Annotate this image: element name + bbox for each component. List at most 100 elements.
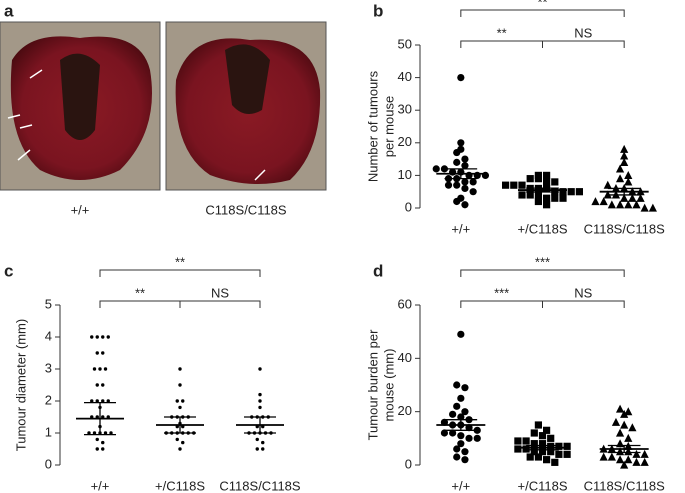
data-point <box>543 426 551 434</box>
data-point <box>453 402 461 410</box>
data-point <box>461 178 469 186</box>
data-point <box>461 384 469 392</box>
data-point <box>453 381 461 389</box>
data-point <box>440 165 449 173</box>
y-axis-label: Number of tumours <box>365 70 380 182</box>
data-point <box>591 197 600 206</box>
data-point <box>547 434 555 442</box>
data-point <box>547 442 555 450</box>
data-point <box>603 190 612 199</box>
data-point <box>530 440 538 448</box>
data-point <box>543 171 551 179</box>
data-point <box>98 367 102 371</box>
data-point <box>543 194 551 202</box>
x-tick-label: +/C118S <box>518 221 568 236</box>
data-point <box>559 194 567 202</box>
significance-bracket <box>460 40 543 48</box>
y-tick-label: 1 <box>45 424 52 439</box>
data-point <box>461 201 469 209</box>
significance-label: NS <box>574 25 592 40</box>
data-point <box>628 193 637 202</box>
data-point <box>615 447 625 456</box>
data-point <box>543 178 551 186</box>
data-point <box>599 197 608 206</box>
data-point <box>461 408 469 416</box>
y-tick-label: 60 <box>398 296 412 311</box>
data-point <box>95 335 99 339</box>
data-point <box>461 184 469 193</box>
data-point <box>575 188 583 196</box>
data-point <box>640 203 649 212</box>
data-point <box>461 448 469 456</box>
data-point <box>255 447 259 451</box>
data-point <box>90 399 94 403</box>
data-point <box>518 191 526 199</box>
x-tick-label: C118S/C118S <box>584 478 666 493</box>
data-point <box>640 449 649 458</box>
data-point <box>255 437 259 442</box>
data-point <box>538 440 547 448</box>
y-axis-label: mouse (mm) <box>381 349 396 422</box>
data-point <box>473 434 481 442</box>
data-point <box>469 178 477 186</box>
data-point <box>457 394 465 402</box>
significance-label: NS <box>574 285 592 300</box>
data-point <box>648 203 657 212</box>
data-point <box>92 367 97 371</box>
significance-bracket <box>179 300 261 308</box>
data-point <box>95 399 99 403</box>
y-tick-label: 4 <box>45 328 52 343</box>
data-point <box>599 452 608 461</box>
data-point <box>92 431 97 435</box>
data-point <box>510 181 518 189</box>
data-point <box>624 177 633 186</box>
significance-label: NS <box>211 285 229 300</box>
data-point <box>607 200 616 209</box>
photo <box>0 21 161 191</box>
data-point <box>109 431 113 435</box>
data-point <box>611 417 621 426</box>
y-tick-label: 0 <box>405 199 412 214</box>
data-point <box>103 367 108 371</box>
data-point <box>526 175 534 183</box>
data-point <box>101 335 105 339</box>
data-point <box>514 437 522 445</box>
data-point <box>632 449 641 458</box>
data-point <box>620 151 629 160</box>
significance-label: ** <box>497 25 507 40</box>
significance-bracket <box>99 269 261 277</box>
y-tick-label: 40 <box>398 69 412 84</box>
data-point <box>461 155 469 163</box>
data-point <box>615 455 625 464</box>
data-point <box>453 445 461 453</box>
data-point <box>95 447 99 451</box>
data-point <box>106 399 110 403</box>
data-point <box>624 447 633 456</box>
data-point <box>90 335 94 339</box>
data-point <box>551 194 559 202</box>
y-axis-label: per mouse <box>381 96 396 157</box>
data-point <box>624 407 633 416</box>
data-point <box>440 429 449 437</box>
data-point <box>514 445 522 453</box>
x-tick-label: C118S/C118S <box>584 221 666 236</box>
data-point <box>258 367 262 371</box>
data-point <box>502 181 510 189</box>
data-point <box>567 188 575 196</box>
y-tick-label: 40 <box>398 350 412 365</box>
data-point <box>534 453 542 461</box>
data-point <box>551 458 559 466</box>
y-axis-label: Tumour diameter (mm) <box>13 319 28 451</box>
data-point <box>106 335 110 339</box>
data-point <box>620 157 629 166</box>
data-point <box>624 455 633 464</box>
data-point <box>632 200 641 209</box>
data-point <box>101 399 105 403</box>
data-point <box>555 450 563 458</box>
data-point <box>615 174 625 183</box>
data-point <box>261 447 265 451</box>
data-point <box>95 383 99 387</box>
data-point <box>534 421 542 429</box>
panel-label: d <box>373 261 383 280</box>
